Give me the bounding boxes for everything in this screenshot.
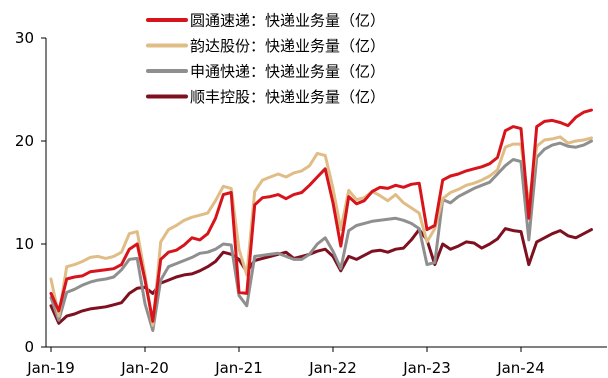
legend-label-3: 申通快递：快递业务量（亿） [190, 63, 385, 81]
x-tick-label: Jan-24 [496, 359, 545, 377]
x-tick-label: Jan-19 [26, 359, 75, 377]
chart-axes: 0 10 20 30 Jan-19 Jan-20 Jan-21 Jan-22 Jan-23 Jan… [15, 29, 607, 377]
y-tick-label: 30 [15, 29, 34, 47]
series-line-3 [49, 139, 593, 332]
x-tick-label: Jan-22 [308, 359, 357, 377]
legend-label-1: 圆通速递：快递业务量（亿） [190, 12, 385, 30]
y-tick-label: 20 [15, 132, 34, 150]
y-tick-label: 0 [24, 338, 34, 356]
chart-legend: 圆通速递：快递业务量（亿） 韵达股份：快递业务量（亿） 申通快递：快递业务量（亿） 顺… [146, 12, 385, 106]
series-line-2 [49, 135, 593, 327]
legend-label-2: 韵达股份：快递业务量（亿） [190, 37, 385, 55]
y-tick-label: 10 [15, 235, 34, 253]
x-tick-label: Jan-23 [402, 359, 451, 377]
series-line-1 [49, 108, 593, 323]
x-tick-label: Jan-20 [120, 359, 169, 377]
x-tick-label: Jan-21 [214, 359, 263, 377]
chart-plot-area [49, 108, 593, 332]
legend-label-4: 顺丰控股：快递业务量（亿） [190, 88, 385, 106]
